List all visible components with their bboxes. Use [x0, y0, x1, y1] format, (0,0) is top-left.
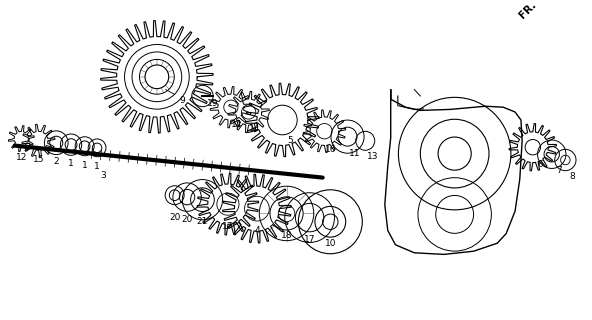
Text: 18: 18 — [281, 231, 292, 240]
Text: 14: 14 — [249, 124, 260, 133]
Text: 2: 2 — [53, 157, 59, 166]
Text: 21: 21 — [197, 217, 208, 226]
Text: 19: 19 — [207, 99, 219, 108]
Text: 17: 17 — [304, 235, 316, 244]
Text: 13: 13 — [367, 152, 379, 161]
Text: 1: 1 — [68, 159, 74, 168]
Text: 14: 14 — [231, 120, 243, 129]
Text: 6: 6 — [537, 160, 543, 169]
Text: 1: 1 — [94, 162, 100, 171]
Text: 3: 3 — [101, 171, 107, 180]
Text: 20: 20 — [169, 213, 181, 222]
Text: 17: 17 — [222, 222, 234, 231]
Text: 5: 5 — [287, 136, 293, 145]
Text: 11: 11 — [349, 149, 361, 158]
Text: 12: 12 — [15, 153, 27, 162]
Text: FR.: FR. — [517, 0, 538, 21]
Text: 15: 15 — [33, 155, 44, 164]
Text: 8: 8 — [569, 172, 575, 180]
Text: 4: 4 — [254, 226, 260, 235]
Text: 7: 7 — [556, 166, 562, 175]
Text: 9: 9 — [179, 96, 185, 105]
Text: 1: 1 — [82, 161, 88, 170]
Text: 20: 20 — [181, 215, 193, 224]
Text: 10: 10 — [324, 239, 336, 248]
Text: 16: 16 — [324, 145, 336, 154]
